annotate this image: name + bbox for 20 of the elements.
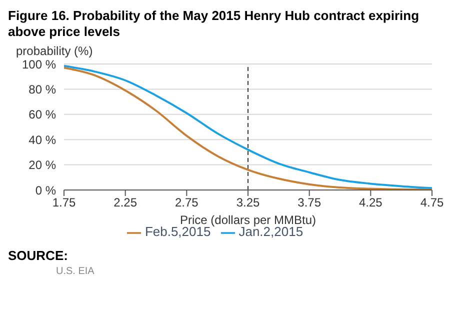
x-tick-label: 1.75 [52, 196, 76, 210]
y-tick-label: 60 % [28, 108, 56, 122]
y-tick-label: 0 % [35, 183, 56, 198]
text: U.S. EIA [56, 266, 96, 277]
legend-label: Jan.2,2015 [238, 224, 304, 239]
legend-label: Feb.5,2015 [144, 224, 211, 239]
x-tick-label: 3.25 [236, 196, 260, 210]
x-axis-title: Price (dollars per MMBtu) [180, 213, 316, 227]
x-tick-label: 3.75 [298, 196, 322, 210]
y-tick-label: 40 % [28, 132, 56, 147]
source-note: SOURCE: [8, 248, 69, 263]
x-tick-label: 2.75 [174, 196, 199, 210]
y-axis-title: probability (%) [16, 44, 94, 58]
chart-title: Figure 16. Probability of the May 2015 Henry Hub contract expiring above price levels [8, 8, 420, 40]
x-tick-label: 2.25 [114, 196, 138, 210]
x-tick-label: 4.25 [358, 196, 383, 210]
y-tick-label: 80 % [28, 82, 56, 96]
y-tick-label: 20 % [28, 158, 56, 172]
x-tick-label: 4.75 [420, 196, 444, 210]
y-tick-label: 100 % [22, 57, 56, 72]
